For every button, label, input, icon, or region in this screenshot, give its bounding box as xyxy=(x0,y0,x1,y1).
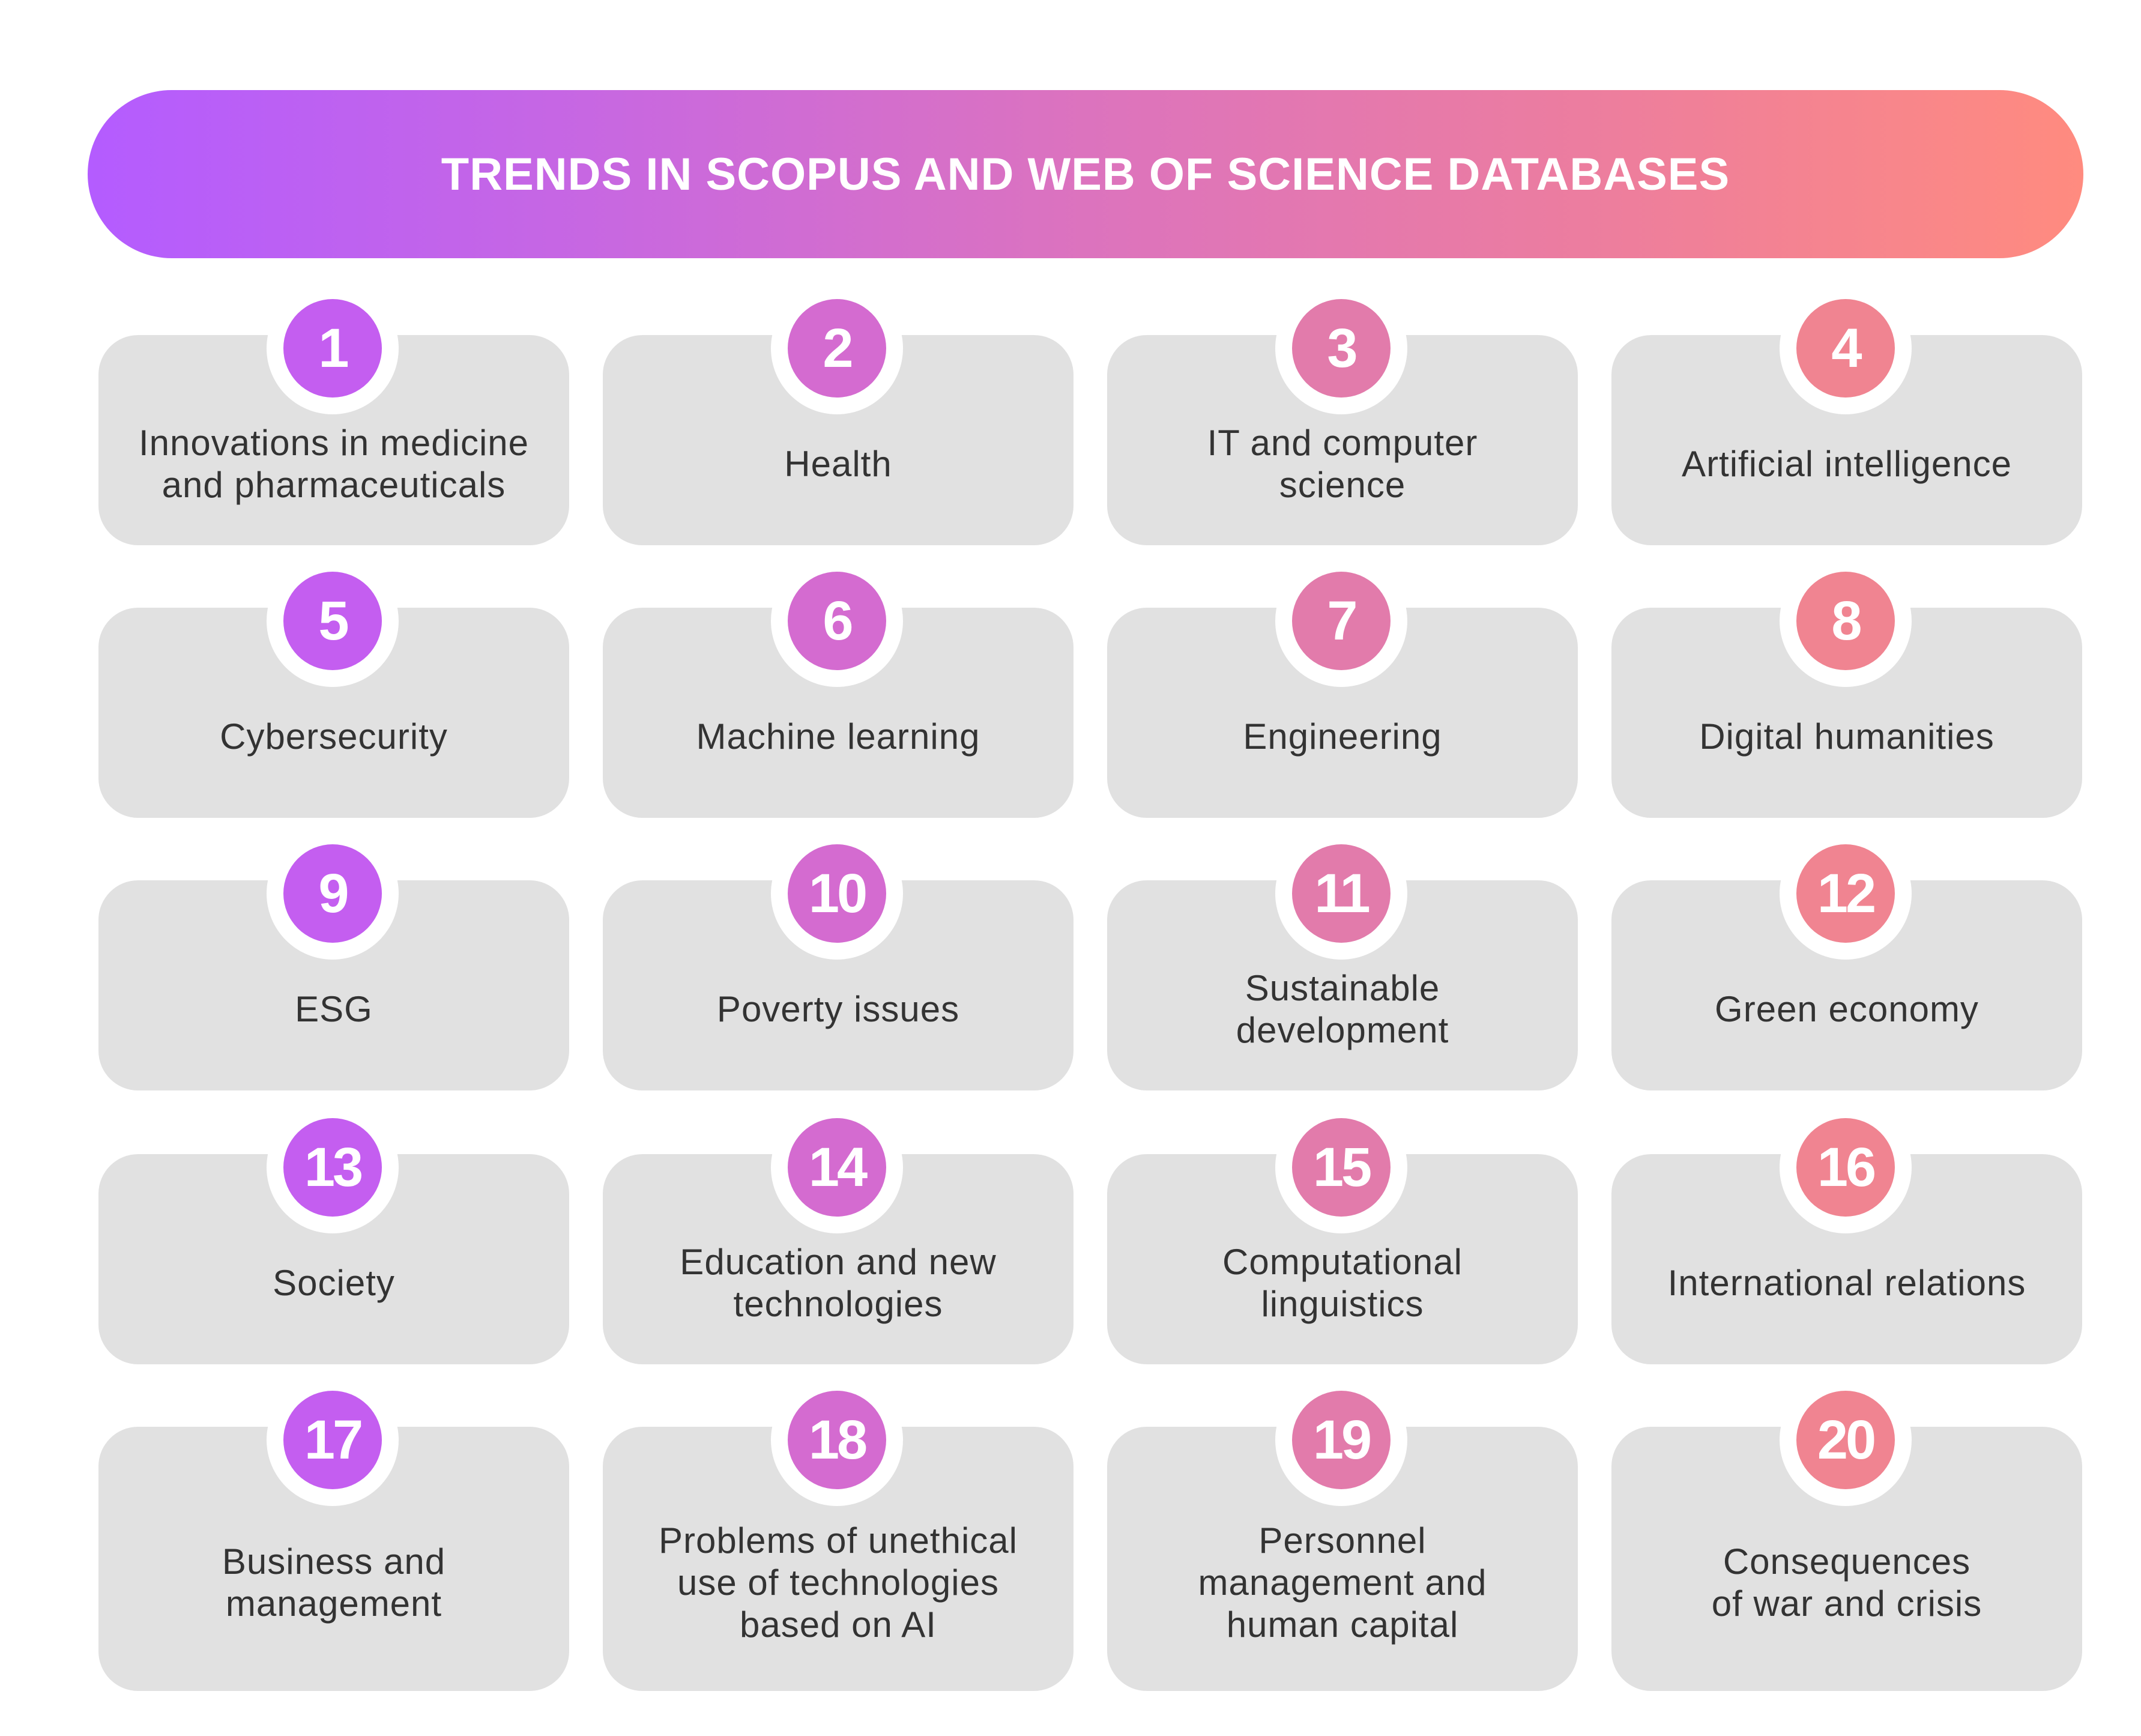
number-badge-ring: 20 xyxy=(1780,1374,1912,1506)
number-badge-ring: 18 xyxy=(771,1374,903,1506)
trend-label: Innovations in medicine and pharmaceutic… xyxy=(138,423,530,505)
trend-label: Machine learning xyxy=(696,716,980,757)
trend-label: International relations xyxy=(1667,1263,2026,1303)
trend-card: 13 Society xyxy=(98,1101,569,1364)
number-badge-ring: 6 xyxy=(771,555,903,687)
number-badge: 7 xyxy=(1292,572,1391,670)
trend-card: 1 Innovations in medicine and pharmaceuti… xyxy=(98,282,569,545)
trend-label: Artificial intelligence xyxy=(1682,444,2012,484)
trend-card: 7 Engineering xyxy=(1107,555,1578,818)
number-badge-ring: 15 xyxy=(1275,1101,1407,1233)
number-badge-ring: 1 xyxy=(267,282,399,414)
trend-card: 19 Personnel management and human capital xyxy=(1107,1374,1578,1691)
number-badge: 17 xyxy=(283,1391,382,1489)
number-badge-ring: 7 xyxy=(1275,555,1407,687)
trend-card: 15 Computational linguistics xyxy=(1107,1101,1578,1364)
number-badge-ring: 4 xyxy=(1780,282,1912,414)
number-badge-ring: 14 xyxy=(771,1101,903,1233)
trend-card: 12 Green economy xyxy=(1611,827,2082,1090)
page-title: TRENDS IN SCOPUS AND WEB OF SCIENCE DATA… xyxy=(441,148,1730,200)
trend-label: Digital humanities xyxy=(1699,716,1995,757)
number-badge: 20 xyxy=(1796,1391,1895,1489)
number-badge: 18 xyxy=(788,1391,886,1489)
number-badge: 1 xyxy=(283,299,382,398)
number-badge: 11 xyxy=(1292,844,1391,943)
trend-label: Business and management xyxy=(222,1541,446,1624)
trend-label: Society xyxy=(273,1263,395,1303)
number-badge-ring: 13 xyxy=(267,1101,399,1233)
number-badge-ring: 5 xyxy=(267,555,399,687)
number-badge-ring: 2 xyxy=(771,282,903,414)
number-badge-ring: 19 xyxy=(1275,1374,1407,1506)
trend-label: Poverty issues xyxy=(716,989,960,1029)
number-badge: 14 xyxy=(788,1118,886,1217)
trend-card: 9 ESG xyxy=(98,827,569,1090)
trend-card: 20 Consequences of war and crisis xyxy=(1611,1374,2082,1691)
trend-label: Green economy xyxy=(1715,989,1979,1029)
number-badge-ring: 3 xyxy=(1275,282,1407,414)
number-badge-ring: 11 xyxy=(1275,827,1407,960)
number-badge: 16 xyxy=(1796,1118,1895,1217)
trend-card: 2 Health xyxy=(603,282,1074,545)
number-badge: 15 xyxy=(1292,1118,1391,1217)
number-badge: 19 xyxy=(1292,1391,1391,1489)
trend-label: Cybersecurity xyxy=(220,716,448,757)
number-badge: 9 xyxy=(283,844,382,943)
number-badge: 2 xyxy=(788,299,886,398)
trend-card: 4 Artificial intelligence xyxy=(1611,282,2082,545)
number-badge-ring: 12 xyxy=(1780,827,1912,960)
number-badge-ring: 10 xyxy=(771,827,903,960)
number-badge: 8 xyxy=(1796,572,1895,670)
trend-label: Consequences of war and crisis xyxy=(1711,1541,1982,1624)
title-banner: TRENDS IN SCOPUS AND WEB OF SCIENCE DATA… xyxy=(88,90,2083,258)
trend-label: Education and new technologies xyxy=(680,1242,997,1324)
trend-card: 18 Problems of unethical use of technolog… xyxy=(603,1374,1074,1691)
trend-label: Problems of unethical use of technologie… xyxy=(659,1520,1018,1645)
number-badge-ring: 8 xyxy=(1780,555,1912,687)
number-badge-ring: 17 xyxy=(267,1374,399,1506)
trend-card: 6 Machine learning xyxy=(603,555,1074,818)
number-badge: 5 xyxy=(283,572,382,670)
trend-label: Sustainable development xyxy=(1236,968,1449,1050)
trend-label: Personnel management and human capital xyxy=(1198,1520,1487,1645)
trend-card: 14 Education and new technologies xyxy=(603,1101,1074,1364)
trend-label: ESG xyxy=(295,989,373,1029)
number-badge: 3 xyxy=(1292,299,1391,398)
number-badge: 6 xyxy=(788,572,886,670)
trend-label: Health xyxy=(784,444,892,484)
trend-card: 11 Sustainable development xyxy=(1107,827,1578,1090)
trend-card: 5 Cybersecurity xyxy=(98,555,569,818)
trend-label: Computational linguistics xyxy=(1222,1242,1463,1324)
trend-card: 10 Poverty issues xyxy=(603,827,1074,1090)
number-badge: 12 xyxy=(1796,844,1895,943)
trend-card: 17 Business and management xyxy=(98,1374,569,1691)
trend-label: IT and computer science xyxy=(1207,423,1478,505)
trend-card: 16 International relations xyxy=(1611,1101,2082,1364)
number-badge-ring: 16 xyxy=(1780,1101,1912,1233)
number-badge: 4 xyxy=(1796,299,1895,398)
number-badge: 10 xyxy=(788,844,886,943)
number-badge-ring: 9 xyxy=(267,827,399,960)
trend-card: 8 Digital humanities xyxy=(1611,555,2082,818)
trend-label: Engineering xyxy=(1243,716,1442,757)
trend-card: 3 IT and computer science xyxy=(1107,282,1578,545)
number-badge: 13 xyxy=(283,1118,382,1217)
